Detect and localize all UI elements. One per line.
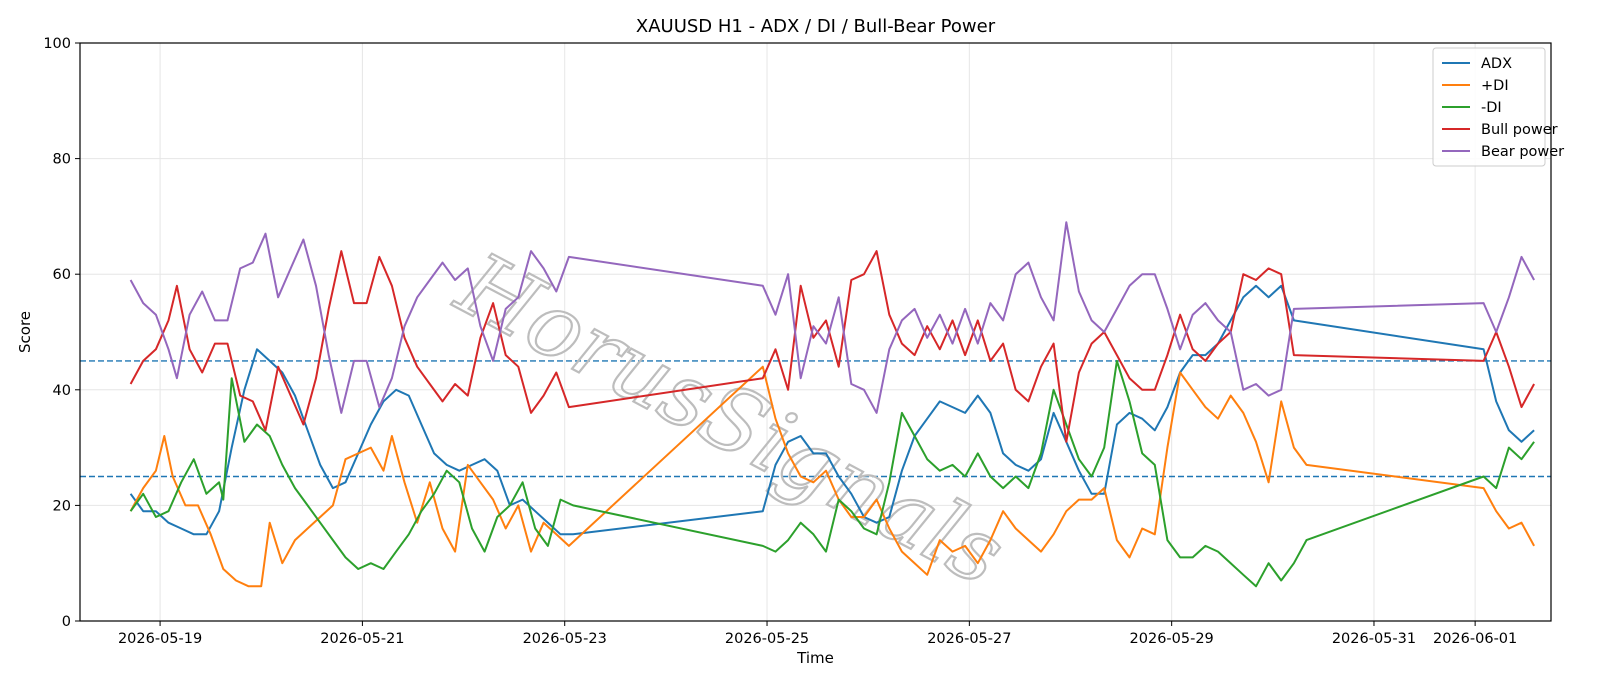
series-line-bear-power: [129, 221, 1535, 414]
series-line-di: [129, 359, 1535, 588]
chart-title: XAUUSD H1 - ADX / DI / Bull-Bear Power: [636, 16, 996, 37]
y-axis-ticks: 0 20 40 60 80 100: [43, 36, 80, 630]
y-tick-label: 40: [53, 383, 71, 399]
y-tick-label: 20: [53, 498, 71, 514]
series-line-bull-power: [129, 250, 1535, 443]
legend-box: [1432, 47, 1546, 167]
legend: ADX +DI -DI Bull power Bear power: [1432, 47, 1564, 167]
x-axis-ticks: 2026-05-19 2026-05-21 2026-05-23 2026-05-25…: [118, 621, 1517, 647]
legend-label-bull-power: Bull power: [1481, 122, 1558, 138]
x-tick-label: 2026-05-29: [1130, 631, 1214, 647]
reference-lines: [80, 360, 1551, 478]
series-line-adx: [129, 284, 1535, 536]
x-tick-label: 2026-05-25: [725, 631, 809, 647]
legend-label-di: -DI: [1481, 100, 1502, 116]
legend-label-bear-power: Bear power: [1481, 144, 1564, 160]
y-axis-title: Score: [16, 311, 34, 353]
x-tick-label: 2026-05-19: [118, 631, 202, 647]
y-tick-label: 60: [53, 267, 71, 283]
x-tick-label: 2026-05-27: [927, 631, 1011, 647]
x-tick-label: 2026-05-31: [1332, 631, 1416, 647]
x-tick-label: 2026-06-01: [1433, 631, 1517, 647]
y-tick-label: 0: [62, 614, 71, 630]
plot-frame: [79, 42, 1552, 622]
y-tick-label: 80: [53, 152, 71, 168]
x-tick-label: 2026-05-21: [320, 631, 404, 647]
series-line-di: [129, 365, 1535, 588]
x-axis-title: Time: [796, 649, 834, 667]
grid-lines: [80, 42, 1551, 622]
y-tick-label: 100: [43, 36, 71, 52]
legend-label-di: +DI: [1481, 78, 1509, 94]
legend-label-adx: ADX: [1481, 56, 1512, 72]
series-layer: [129, 221, 1535, 588]
x-tick-label: 2026-05-23: [523, 631, 607, 647]
